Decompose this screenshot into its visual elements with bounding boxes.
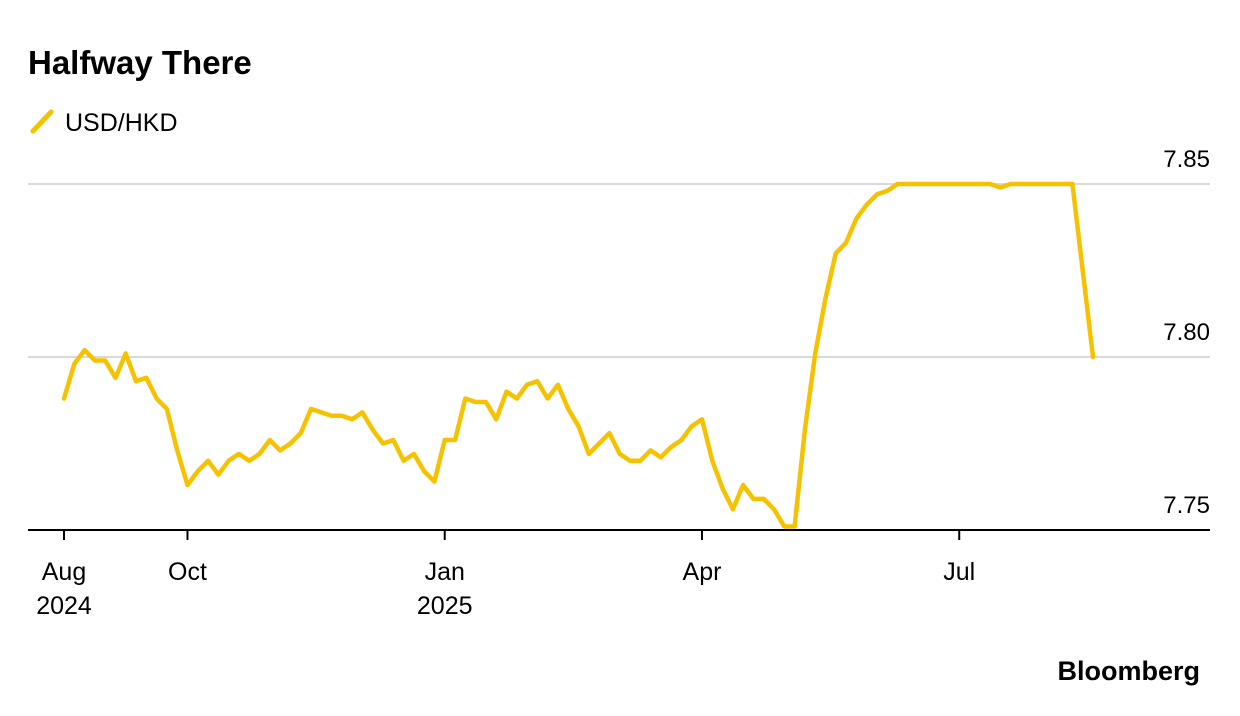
- x-tick-label: Aug 2024: [36, 558, 92, 620]
- x-tick-label: Jul: [943, 558, 975, 586]
- legend-swatch: [30, 109, 54, 134]
- y-tick-label: 7.75: [1163, 492, 1210, 519]
- chart-title: Halfway There: [28, 44, 252, 81]
- legend-label: USD/HKD: [65, 109, 178, 137]
- source: Bloomberg: [1057, 656, 1200, 686]
- line: [61, 181, 1096, 529]
- x-tick-label: Apr: [683, 558, 722, 586]
- y-tick-label: 7.85: [1163, 146, 1210, 173]
- x-tick-label: Jan 2025: [417, 558, 473, 620]
- x-tick-label: Oct: [168, 558, 207, 586]
- y-tick-label: 7.80: [1163, 319, 1210, 346]
